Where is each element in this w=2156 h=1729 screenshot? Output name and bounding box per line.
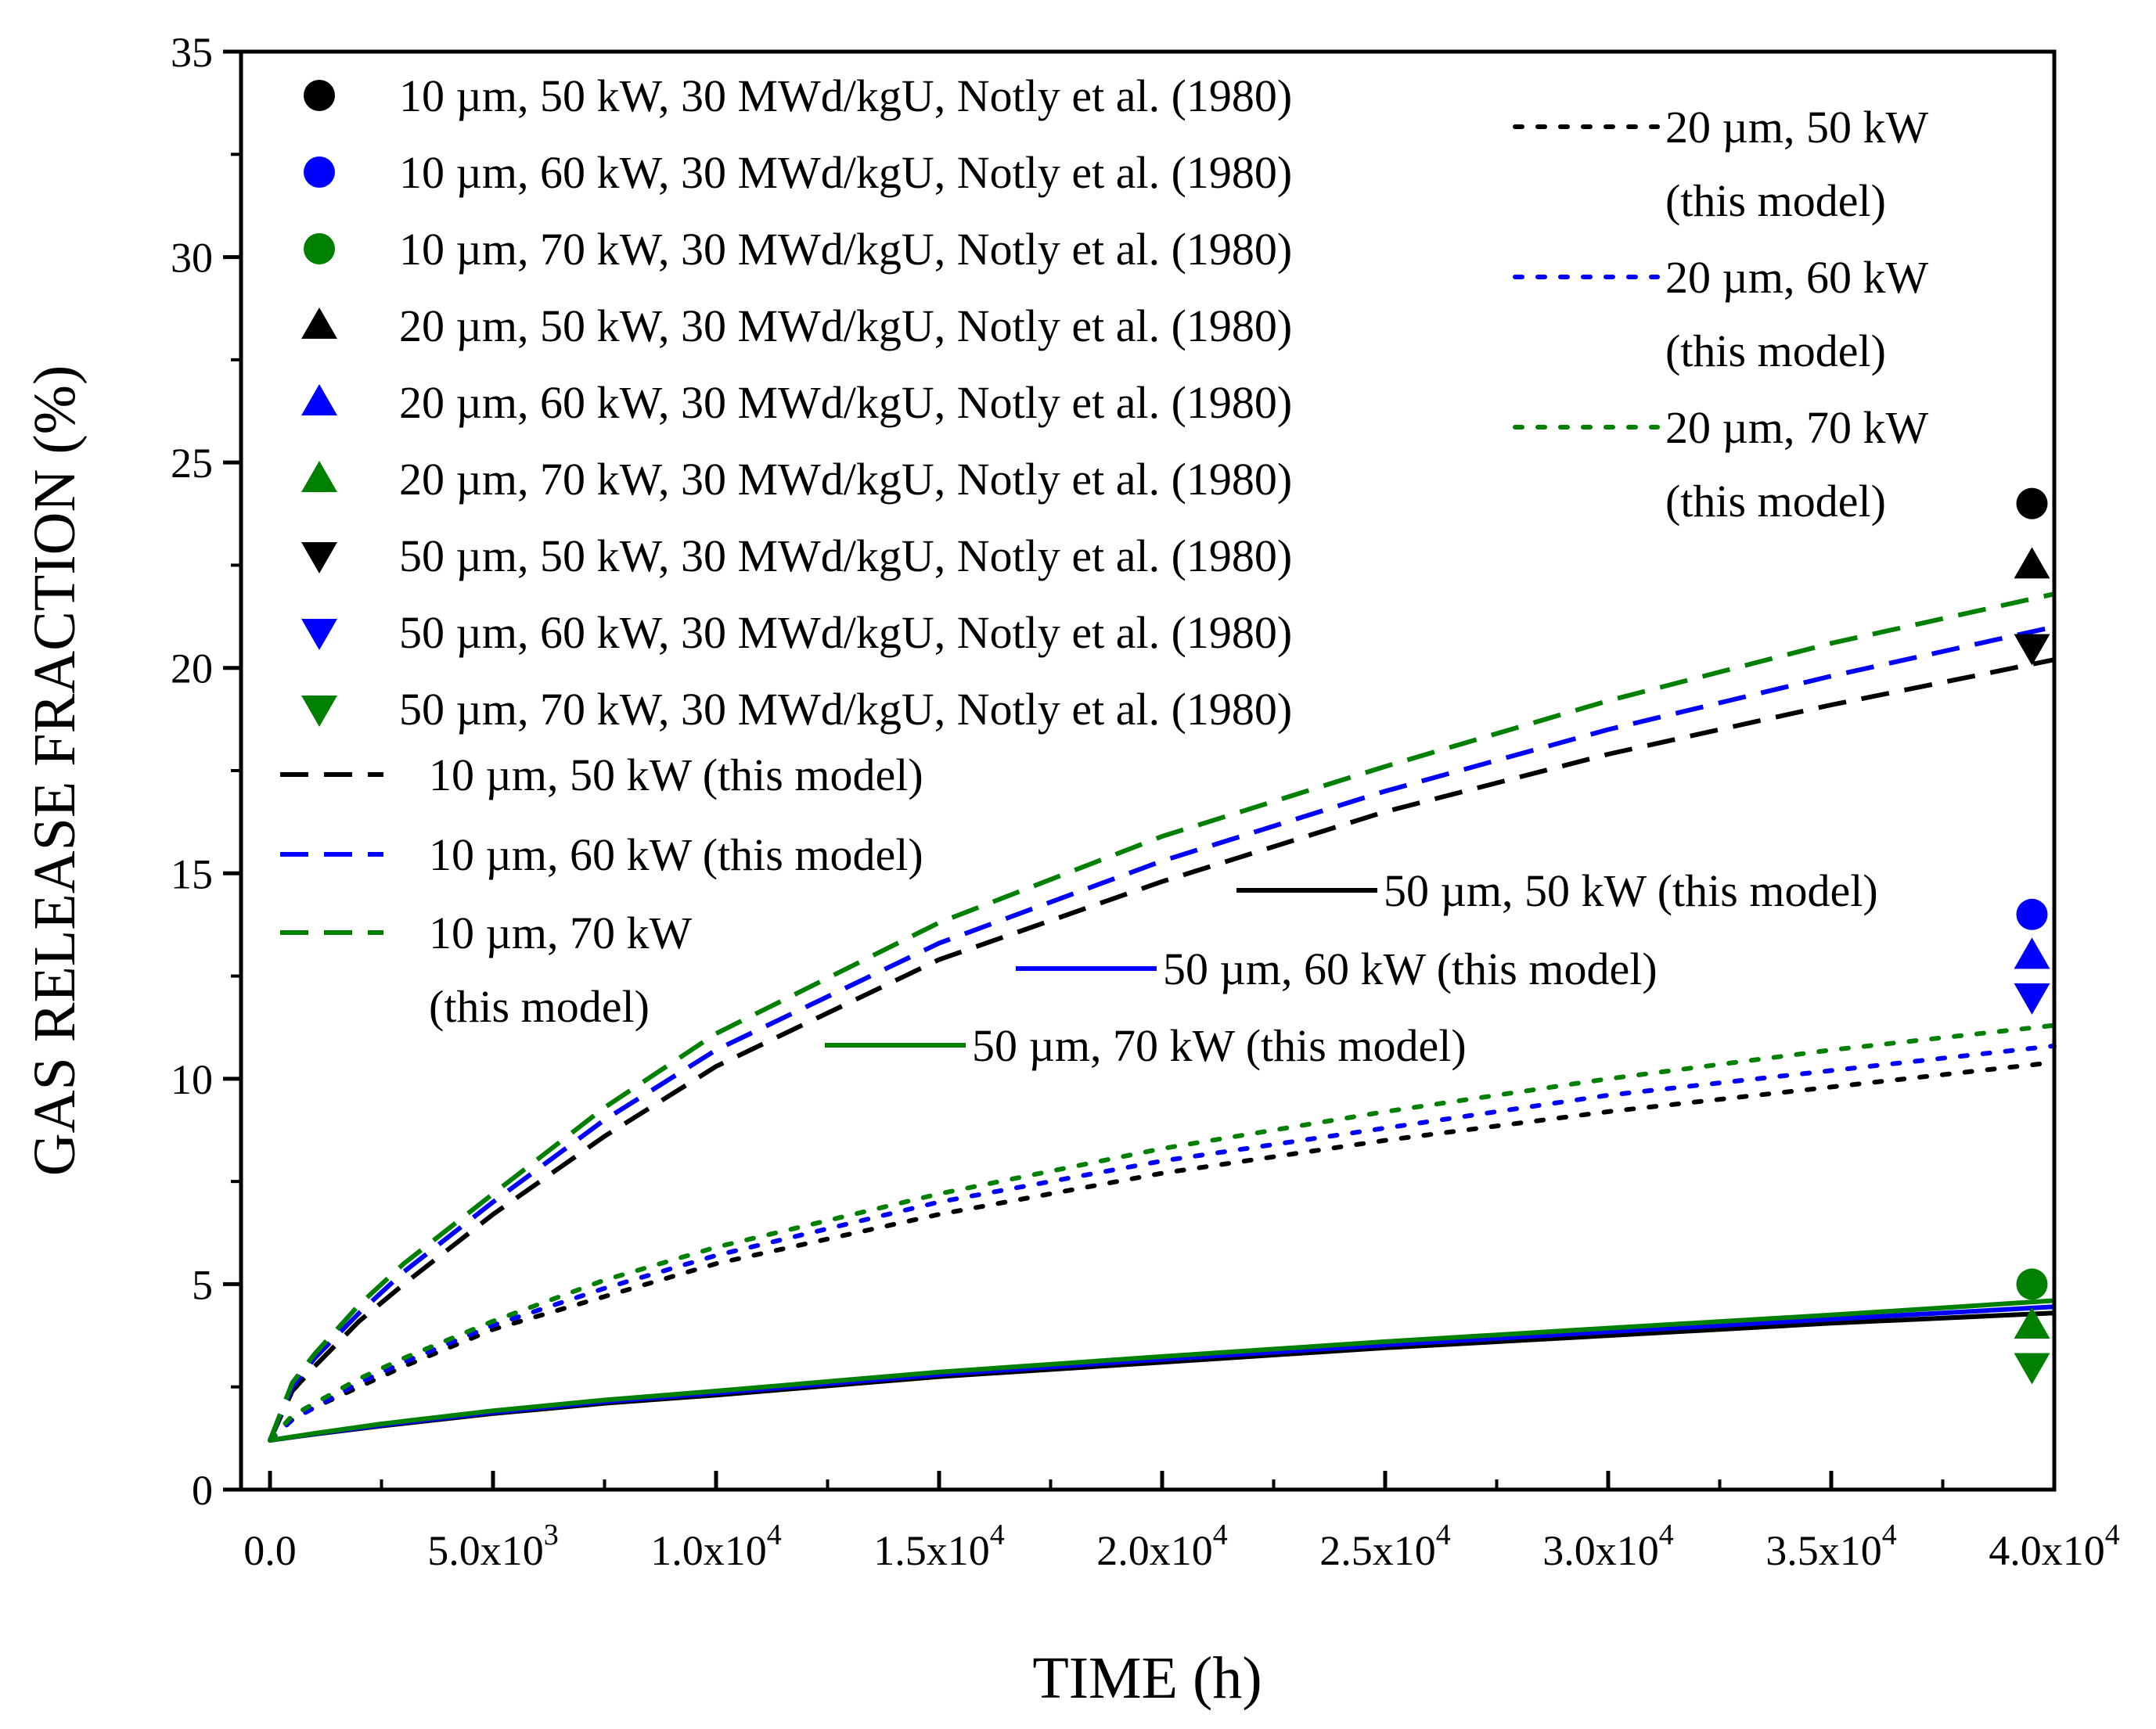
series-line-dashed-2 (268, 624, 2055, 1442)
data-point-circle (2016, 1268, 2048, 1300)
x-tick-exponent: 4 (1436, 1519, 1451, 1551)
x-tick-label: 1.5x104 (873, 1519, 1005, 1574)
legend-label-model-cont: (this model) (1665, 175, 1886, 226)
data-point-triangle-down (2014, 1353, 2050, 1385)
legend-label-experiment: 20 µm, 70 kW, 30 MWd/kgU, Notly et al. (… (399, 454, 1292, 505)
series-line-solid-3 (269, 1298, 2055, 1443)
legend-label-experiment: 50 µm, 70 kW, 30 MWd/kgU, Notly et al. (… (399, 684, 1292, 735)
data-point-triangle-up (2014, 547, 2050, 579)
legend-label-model: 10 µm, 60 kW (this model) (429, 829, 923, 880)
series-line-dashed-3 (268, 591, 2055, 1442)
x-tick-exponent: 4 (990, 1519, 1005, 1551)
legend-label-experiment: 10 µm, 50 kW, 30 MWd/kgU, Notly et al. (… (399, 70, 1292, 121)
x-tick-label: 2.5x104 (1319, 1519, 1451, 1574)
x-tick-exponent: 4 (1659, 1519, 1674, 1551)
legend-marker-triangle-down (301, 696, 337, 727)
y-tick-label: 25 (171, 440, 213, 487)
legend-marker-triangle-up (301, 461, 337, 492)
x-tick-label: 5.0x103 (427, 1519, 559, 1574)
x-tick-exponent: 4 (1213, 1519, 1228, 1551)
legend-label-experiment: 10 µm, 70 kW, 30 MWd/kgU, Notly et al. (… (399, 224, 1292, 275)
y-tick-label: 5 (192, 1261, 213, 1308)
legend-label-model-cont: (this model) (1665, 325, 1886, 376)
data-point-triangle-down (2014, 634, 2050, 666)
legend-label-experiment: 10 µm, 60 kW, 30 MWd/kgU, Notly et al. (… (399, 147, 1292, 198)
y-tick-label: 10 (171, 1056, 213, 1103)
series-line-dashed-1 (268, 657, 2055, 1442)
series-line-dotted-3 (268, 1023, 2057, 1443)
legend: 10 µm, 50 kW, 30 MWd/kgU, Notly et al. (… (280, 70, 1929, 1071)
legend-marker-triangle-up (301, 307, 337, 339)
legend-label-model-cont: (this model) (429, 981, 650, 1032)
x-tick-exponent: 3 (544, 1519, 559, 1551)
data-point-triangle-down (2014, 983, 2050, 1015)
legend-label-model: 10 µm, 50 kW (this model) (429, 749, 923, 800)
y-tick-label: 15 (171, 850, 213, 897)
x-tick-label: 0.0 (243, 1527, 297, 1574)
y-axis-title: GAS RELEASE FRACTION (%) (22, 365, 88, 1177)
legend-marker-circle (304, 156, 335, 188)
legend-label-model: 20 µm, 70 kW (1665, 402, 1929, 453)
legend-label-model: 50 µm, 60 kW (this model) (1163, 944, 1657, 994)
y-tick-label: 35 (171, 29, 213, 76)
legend-marker-triangle-down (301, 619, 337, 650)
data-point-triangle-up (2014, 1307, 2050, 1339)
legend-label-model-cont: (this model) (1665, 476, 1886, 527)
x-tick-exponent: 4 (2105, 1519, 2120, 1551)
y-tick-label: 0 (192, 1467, 213, 1514)
x-tick-label: 2.0x104 (1096, 1519, 1228, 1574)
legend-label-experiment: 20 µm, 50 kW, 30 MWd/kgU, Notly et al. (… (399, 300, 1292, 351)
y-axis-ticks: 0 5 10 15 20 25 30 35 (171, 29, 241, 1514)
x-tick-label: 3.5x104 (1765, 1519, 1897, 1574)
legend-label-model: 20 µm, 60 kW (1665, 252, 1929, 303)
legend-label-model: 50 µm, 50 kW (this model) (1384, 865, 1878, 916)
x-tick-exponent: 4 (1882, 1519, 1897, 1551)
legend-label-experiment: 50 µm, 50 kW, 30 MWd/kgU, Notly et al. (… (399, 530, 1292, 581)
legend-label-experiment: 50 µm, 60 kW, 30 MWd/kgU, Notly et al. (… (399, 607, 1292, 658)
data-point-circle (2016, 487, 2048, 519)
y-tick-label: 30 (171, 235, 213, 282)
model-curves (268, 591, 2057, 1443)
legend-label-model: 10 µm, 70 kW (429, 908, 693, 958)
x-tick-label: 4.0x104 (1989, 1519, 2120, 1574)
legend-marker-circle (304, 80, 335, 111)
legend-label-model: 20 µm, 50 kW (1665, 102, 1929, 153)
x-tick-exponent: 4 (767, 1519, 782, 1551)
legend-marker-circle (304, 233, 335, 264)
x-tick-label: 1.0x104 (650, 1519, 782, 1574)
series-line-solid-1 (269, 1310, 2055, 1443)
legend-marker-triangle-down (301, 542, 337, 573)
x-axis-title: TIME (h) (1032, 1645, 1262, 1711)
series-line-dotted-1 (268, 1059, 2057, 1443)
legend-label-experiment: 20 µm, 60 kW, 30 MWd/kgU, Notly et al. (… (399, 377, 1292, 428)
data-point-triangle-up (2014, 937, 2050, 969)
legend-marker-triangle-up (301, 384, 337, 415)
series-line-dotted-2 (268, 1043, 2057, 1443)
y-tick-label: 20 (171, 645, 213, 692)
data-points (2014, 487, 2050, 1385)
x-axis-ticks: 0.0 5.0x103 1.0x104 1.5x104 2.0x104 2.5x104 3.… (243, 1471, 2120, 1574)
legend-label-model: 50 µm, 70 kW (this model) (972, 1020, 1467, 1071)
data-point-circle (2016, 898, 2048, 930)
x-tick-label: 3.0x104 (1542, 1519, 1674, 1574)
